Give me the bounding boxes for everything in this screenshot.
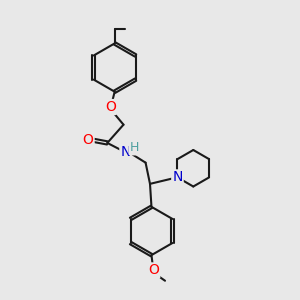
Text: N: N — [120, 146, 131, 159]
Text: O: O — [148, 263, 159, 278]
Text: H: H — [130, 141, 139, 154]
Text: O: O — [83, 133, 94, 147]
Text: O: O — [105, 100, 116, 114]
Text: N: N — [172, 170, 183, 184]
